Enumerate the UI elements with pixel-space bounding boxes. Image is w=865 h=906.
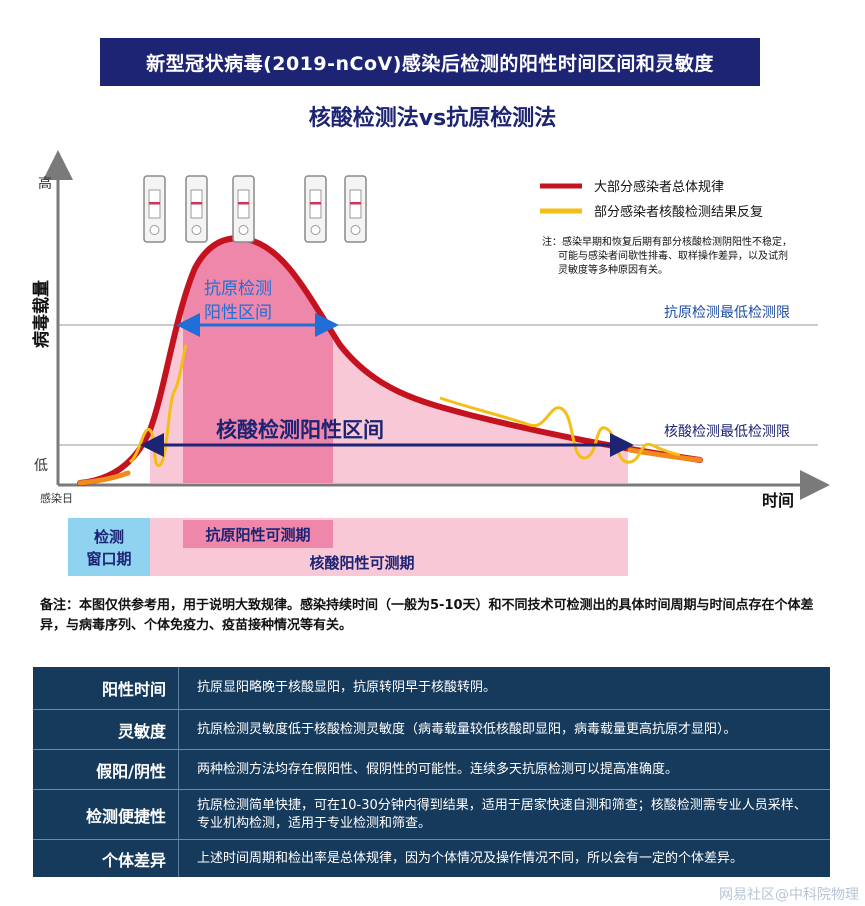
remark-note: 备注：本图仅供参考用，用于说明大致规律。感染持续时间（一般为5-10天）和不同技… (40, 598, 814, 633)
test-strips (143, 175, 367, 243)
footnote-line-1: 注：感染早期和恢复后期有部分核酸检测阴阳性不稳定， (542, 235, 792, 248)
row-label: 检测便捷性 (85, 806, 166, 826)
legend-label-fluctuation: 部分感染者核酸检测结果反复 (594, 204, 763, 220)
row-text: 抗原检测简单快捷，可在10-30分钟内得到结果，适用于居家快速自测和筛查；核酸检… (178, 790, 830, 839)
curve-late-segment (627, 447, 703, 463)
y-high-label: 高 (38, 175, 52, 192)
row-label: 个体差异 (101, 850, 166, 870)
footnote-line-3: 灵敏度等多种原因有关。 (558, 263, 668, 276)
test-strip-icon (185, 175, 208, 243)
test-strip-icon (232, 175, 255, 243)
nucleic-interval-label: 核酸检测阳性区间 (216, 418, 384, 442)
y-low-label: 低 (34, 458, 48, 474)
table-row: 灵敏度 抗原检测灵敏度低于核酸检测灵敏度（病毒载量较低核酸即显阳，病毒载量更高抗… (33, 709, 830, 749)
watermark: 网易社区@中科院物理 (719, 887, 859, 903)
viral-load-diagram: 高 低 病毒载量 感染日 时间 抗原检测 阳性区间 核酸检测阳性区间 抗原检测最… (31, 150, 830, 576)
window-period-bar (68, 518, 150, 576)
table-row: 个体差异 上述时间周期和检出率是总体规律，因为个体情况及操作情况不同，所以会有一… (33, 839, 830, 877)
row-text: 上述时间周期和检出率是总体规律，因为个体情况及操作情况不同，所以会有一定的个体差… (178, 840, 830, 877)
y-axis-title: 病毒载量 (31, 280, 52, 348)
footnote-line-2: 可能与感染者间歇性排毒、取样操作差异，以及试剂 (558, 249, 788, 262)
table-row: 检测便捷性 抗原检测简单快捷，可在10-30分钟内得到结果，适用于居家快速自测和… (33, 789, 830, 839)
window-period-label-2: 窗口期 (86, 550, 131, 568)
antigen-limit-label: 抗原检测最低检测限 (664, 305, 790, 321)
table-row: 假阳/阴性 两种检测方法均存在假阳性、假阴性的可能性。连续多天抗原检测可以提高准… (33, 749, 830, 789)
early-fluctuation-line (128, 344, 188, 467)
legend-label-overall: 大部分感染者总体规律 (594, 179, 724, 195)
row-text: 两种检测方法均存在假阳性、假阴性的可能性。连续多天抗原检测可以提高准确度。 (178, 750, 830, 789)
antigen-detectable-label: 抗原阳性可测期 (205, 526, 310, 544)
x-origin-label: 感染日 (40, 491, 73, 505)
nucleic-limit-label: 核酸检测最低检测限 (664, 424, 790, 440)
antigen-interval-label-1: 抗原检测 (204, 279, 272, 299)
row-label: 阳性时间 (101, 680, 166, 699)
nucleic-detectable-label: 核酸阳性可测期 (309, 554, 414, 572)
antigen-interval-label-2: 阳性区间 (204, 303, 272, 323)
x-axis-title: 时间 (762, 491, 794, 510)
comparison-table: 阳性时间 抗原显阳略晚于核酸显阳，抗原转阴早于核酸转阴。 灵敏度 抗原检测灵敏度… (33, 667, 830, 877)
table-row: 阳性时间 抗原显阳略晚于核酸显阳，抗原转阴早于核酸转阴。 (33, 667, 830, 709)
antigen-detectable-bar (183, 520, 333, 548)
test-strip-icon (304, 175, 327, 243)
test-strip-icon (344, 175, 367, 243)
window-period-label-1: 检测 (94, 528, 124, 546)
row-label: 灵敏度 (117, 721, 166, 741)
row-label: 假阳/阴性 (96, 761, 166, 781)
curve-early-segment (77, 470, 131, 486)
test-strip-icon (143, 175, 166, 243)
row-text: 抗原显阳略晚于核酸显阳，抗原转阴早于核酸转阴。 (178, 667, 830, 709)
row-text: 抗原检测灵敏度低于核酸检测灵敏度（病毒载量较低核酸即显阳，病毒载量更高抗原才显阳… (178, 710, 830, 749)
diagram-subtitle: 核酸检测法vs抗原检测法 (308, 106, 557, 131)
banner-title: 新型冠状病毒(2019-nCoV)感染后检测的阳性时间区间和灵敏度 (100, 38, 760, 86)
overall-viral-load-curve (77, 235, 703, 486)
